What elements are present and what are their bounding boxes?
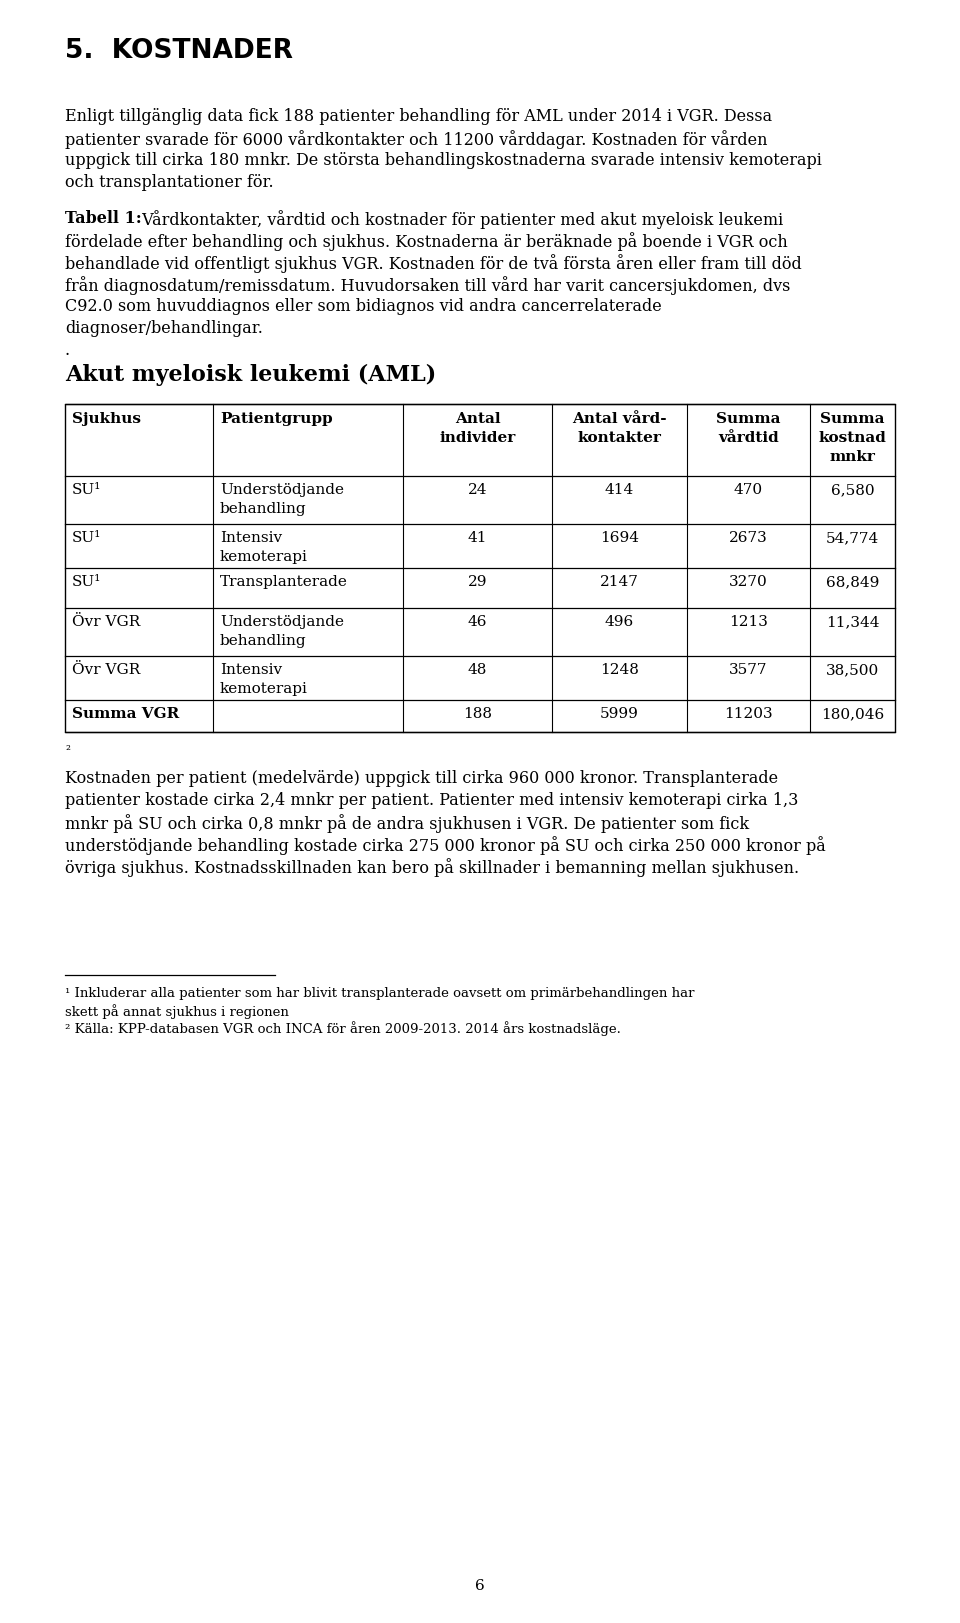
Text: Understödjande: Understödjande — [220, 615, 344, 630]
Text: kemoterapi: kemoterapi — [220, 550, 308, 565]
Text: 3270: 3270 — [730, 575, 768, 589]
Text: övriga sjukhus. Kostnadsskillnaden kan bero på skillnader i bemanning mellan sju: övriga sjukhus. Kostnadsskillnaden kan b… — [65, 859, 799, 876]
Text: Övr VGR: Övr VGR — [72, 664, 140, 677]
Text: 1213: 1213 — [729, 615, 768, 630]
Text: Summa VGR: Summa VGR — [72, 708, 180, 721]
Text: Övr VGR: Övr VGR — [72, 615, 140, 630]
Text: understödjande behandling kostade cirka 275 000 kronor på SU och cirka 250 000 k: understödjande behandling kostade cirka … — [65, 836, 826, 855]
Text: kontakter: kontakter — [578, 432, 661, 445]
Text: Intensiv: Intensiv — [220, 664, 282, 677]
Bar — [65, 404, 895, 732]
Text: behandling: behandling — [220, 502, 306, 516]
Text: 414: 414 — [605, 484, 635, 497]
Text: Tabell 1:: Tabell 1: — [65, 209, 142, 227]
Text: Vårdkontakter, vårdtid och kostnader för patienter med akut myeloisk leukemi: Vårdkontakter, vårdtid och kostnader för… — [137, 209, 783, 229]
Text: 6,580: 6,580 — [830, 484, 875, 497]
Text: diagnoser/behandlingar.: diagnoser/behandlingar. — [65, 320, 263, 338]
Text: kemoterapi: kemoterapi — [220, 682, 308, 696]
Text: 41: 41 — [468, 531, 488, 545]
Text: individer: individer — [440, 432, 516, 445]
Text: Summa: Summa — [716, 412, 780, 425]
Text: 11,344: 11,344 — [826, 615, 879, 630]
Text: patienter svarade för 6000 vårdkontakter och 11200 vårddagar. Kostnaden för vård: patienter svarade för 6000 vårdkontakter… — [65, 130, 767, 149]
Text: SU¹: SU¹ — [72, 575, 102, 589]
Text: 48: 48 — [468, 664, 487, 677]
Text: patienter kostade cirka 2,4 mnkr per patient. Patienter med intensiv kemoterapi : patienter kostade cirka 2,4 mnkr per pat… — [65, 792, 799, 808]
Text: 496: 496 — [605, 615, 635, 630]
Text: 2147: 2147 — [600, 575, 639, 589]
Text: 6: 6 — [475, 1579, 485, 1594]
Text: 188: 188 — [463, 708, 492, 721]
Text: ¹ Inkluderar alla patienter som har blivit transplanterade oavsett om primärbeha: ¹ Inkluderar alla patienter som har bliv… — [65, 987, 694, 1000]
Text: Akut myeloisk leukemi (AML): Akut myeloisk leukemi (AML) — [65, 364, 436, 386]
Text: mnkr: mnkr — [829, 450, 876, 464]
Text: Sjukhus: Sjukhus — [72, 412, 141, 425]
Text: 1248: 1248 — [600, 664, 639, 677]
Text: Understödjande: Understödjande — [220, 484, 344, 497]
Text: 470: 470 — [734, 484, 763, 497]
Text: Patientgrupp: Patientgrupp — [220, 412, 332, 425]
Text: 68,849: 68,849 — [826, 575, 879, 589]
Text: 46: 46 — [468, 615, 488, 630]
Text: .: . — [65, 342, 70, 359]
Text: 38,500: 38,500 — [826, 664, 879, 677]
Text: 3577: 3577 — [730, 664, 768, 677]
Text: ² Källa: KPP-databasen VGR och INCA för åren 2009-2013. 2014 års kostnadsläge.: ² Källa: KPP-databasen VGR och INCA för … — [65, 1021, 621, 1035]
Text: 24: 24 — [468, 484, 488, 497]
Text: kostnad: kostnad — [819, 432, 886, 445]
Text: C92.0 som huvuddiagnos eller som bidiagnos vid andra cancerrelaterade: C92.0 som huvuddiagnos eller som bidiagn… — [65, 299, 661, 315]
Text: 1694: 1694 — [600, 531, 639, 545]
Text: skett på annat sjukhus i regionen: skett på annat sjukhus i regionen — [65, 1005, 289, 1019]
Text: Transplanterade: Transplanterade — [220, 575, 348, 589]
Text: SU¹: SU¹ — [72, 531, 102, 545]
Text: 54,774: 54,774 — [826, 531, 879, 545]
Text: Enligt tillgänglig data fick 188 patienter behandling för AML under 2014 i VGR. : Enligt tillgänglig data fick 188 patient… — [65, 109, 772, 125]
Text: behandlade vid offentligt sjukhus VGR. Kostnaden för de två första åren eller fr: behandlade vid offentligt sjukhus VGR. K… — [65, 255, 802, 273]
Text: mnkr på SU och cirka 0,8 mnkr på de andra sjukhusen i VGR. De patienter som fick: mnkr på SU och cirka 0,8 mnkr på de andr… — [65, 815, 749, 833]
Text: Antal: Antal — [455, 412, 500, 425]
Text: Intensiv: Intensiv — [220, 531, 282, 545]
Text: behandling: behandling — [220, 635, 306, 648]
Text: uppgick till cirka 180 mnkr. De största behandlingskostnaderna svarade intensiv : uppgick till cirka 180 mnkr. De största … — [65, 153, 822, 169]
Text: från diagnosdatum/remissdatum. Huvudorsaken till vård har varit cancersjukdomen,: från diagnosdatum/remissdatum. Huvudorsa… — [65, 276, 790, 295]
Text: Summa: Summa — [820, 412, 885, 425]
Text: ²: ² — [65, 743, 70, 756]
Text: fördelade efter behandling och sjukhus. Kostnaderna är beräknade på boende i VGR: fördelade efter behandling och sjukhus. … — [65, 232, 788, 252]
Text: 180,046: 180,046 — [821, 708, 884, 721]
Text: vårdtid: vårdtid — [718, 432, 779, 445]
Text: Antal vård-: Antal vård- — [572, 412, 667, 425]
Text: och transplantationer för.: och transplantationer för. — [65, 174, 274, 192]
Text: 11203: 11203 — [724, 708, 773, 721]
Text: SU¹: SU¹ — [72, 484, 102, 497]
Text: 29: 29 — [468, 575, 488, 589]
Text: 2673: 2673 — [730, 531, 768, 545]
Text: Kostnaden per patient (medelvärde) uppgick till cirka 960 000 kronor. Transplant: Kostnaden per patient (medelvärde) uppgi… — [65, 769, 779, 787]
Text: 5.  KOSTNADER: 5. KOSTNADER — [65, 37, 293, 63]
Text: 5999: 5999 — [600, 708, 639, 721]
